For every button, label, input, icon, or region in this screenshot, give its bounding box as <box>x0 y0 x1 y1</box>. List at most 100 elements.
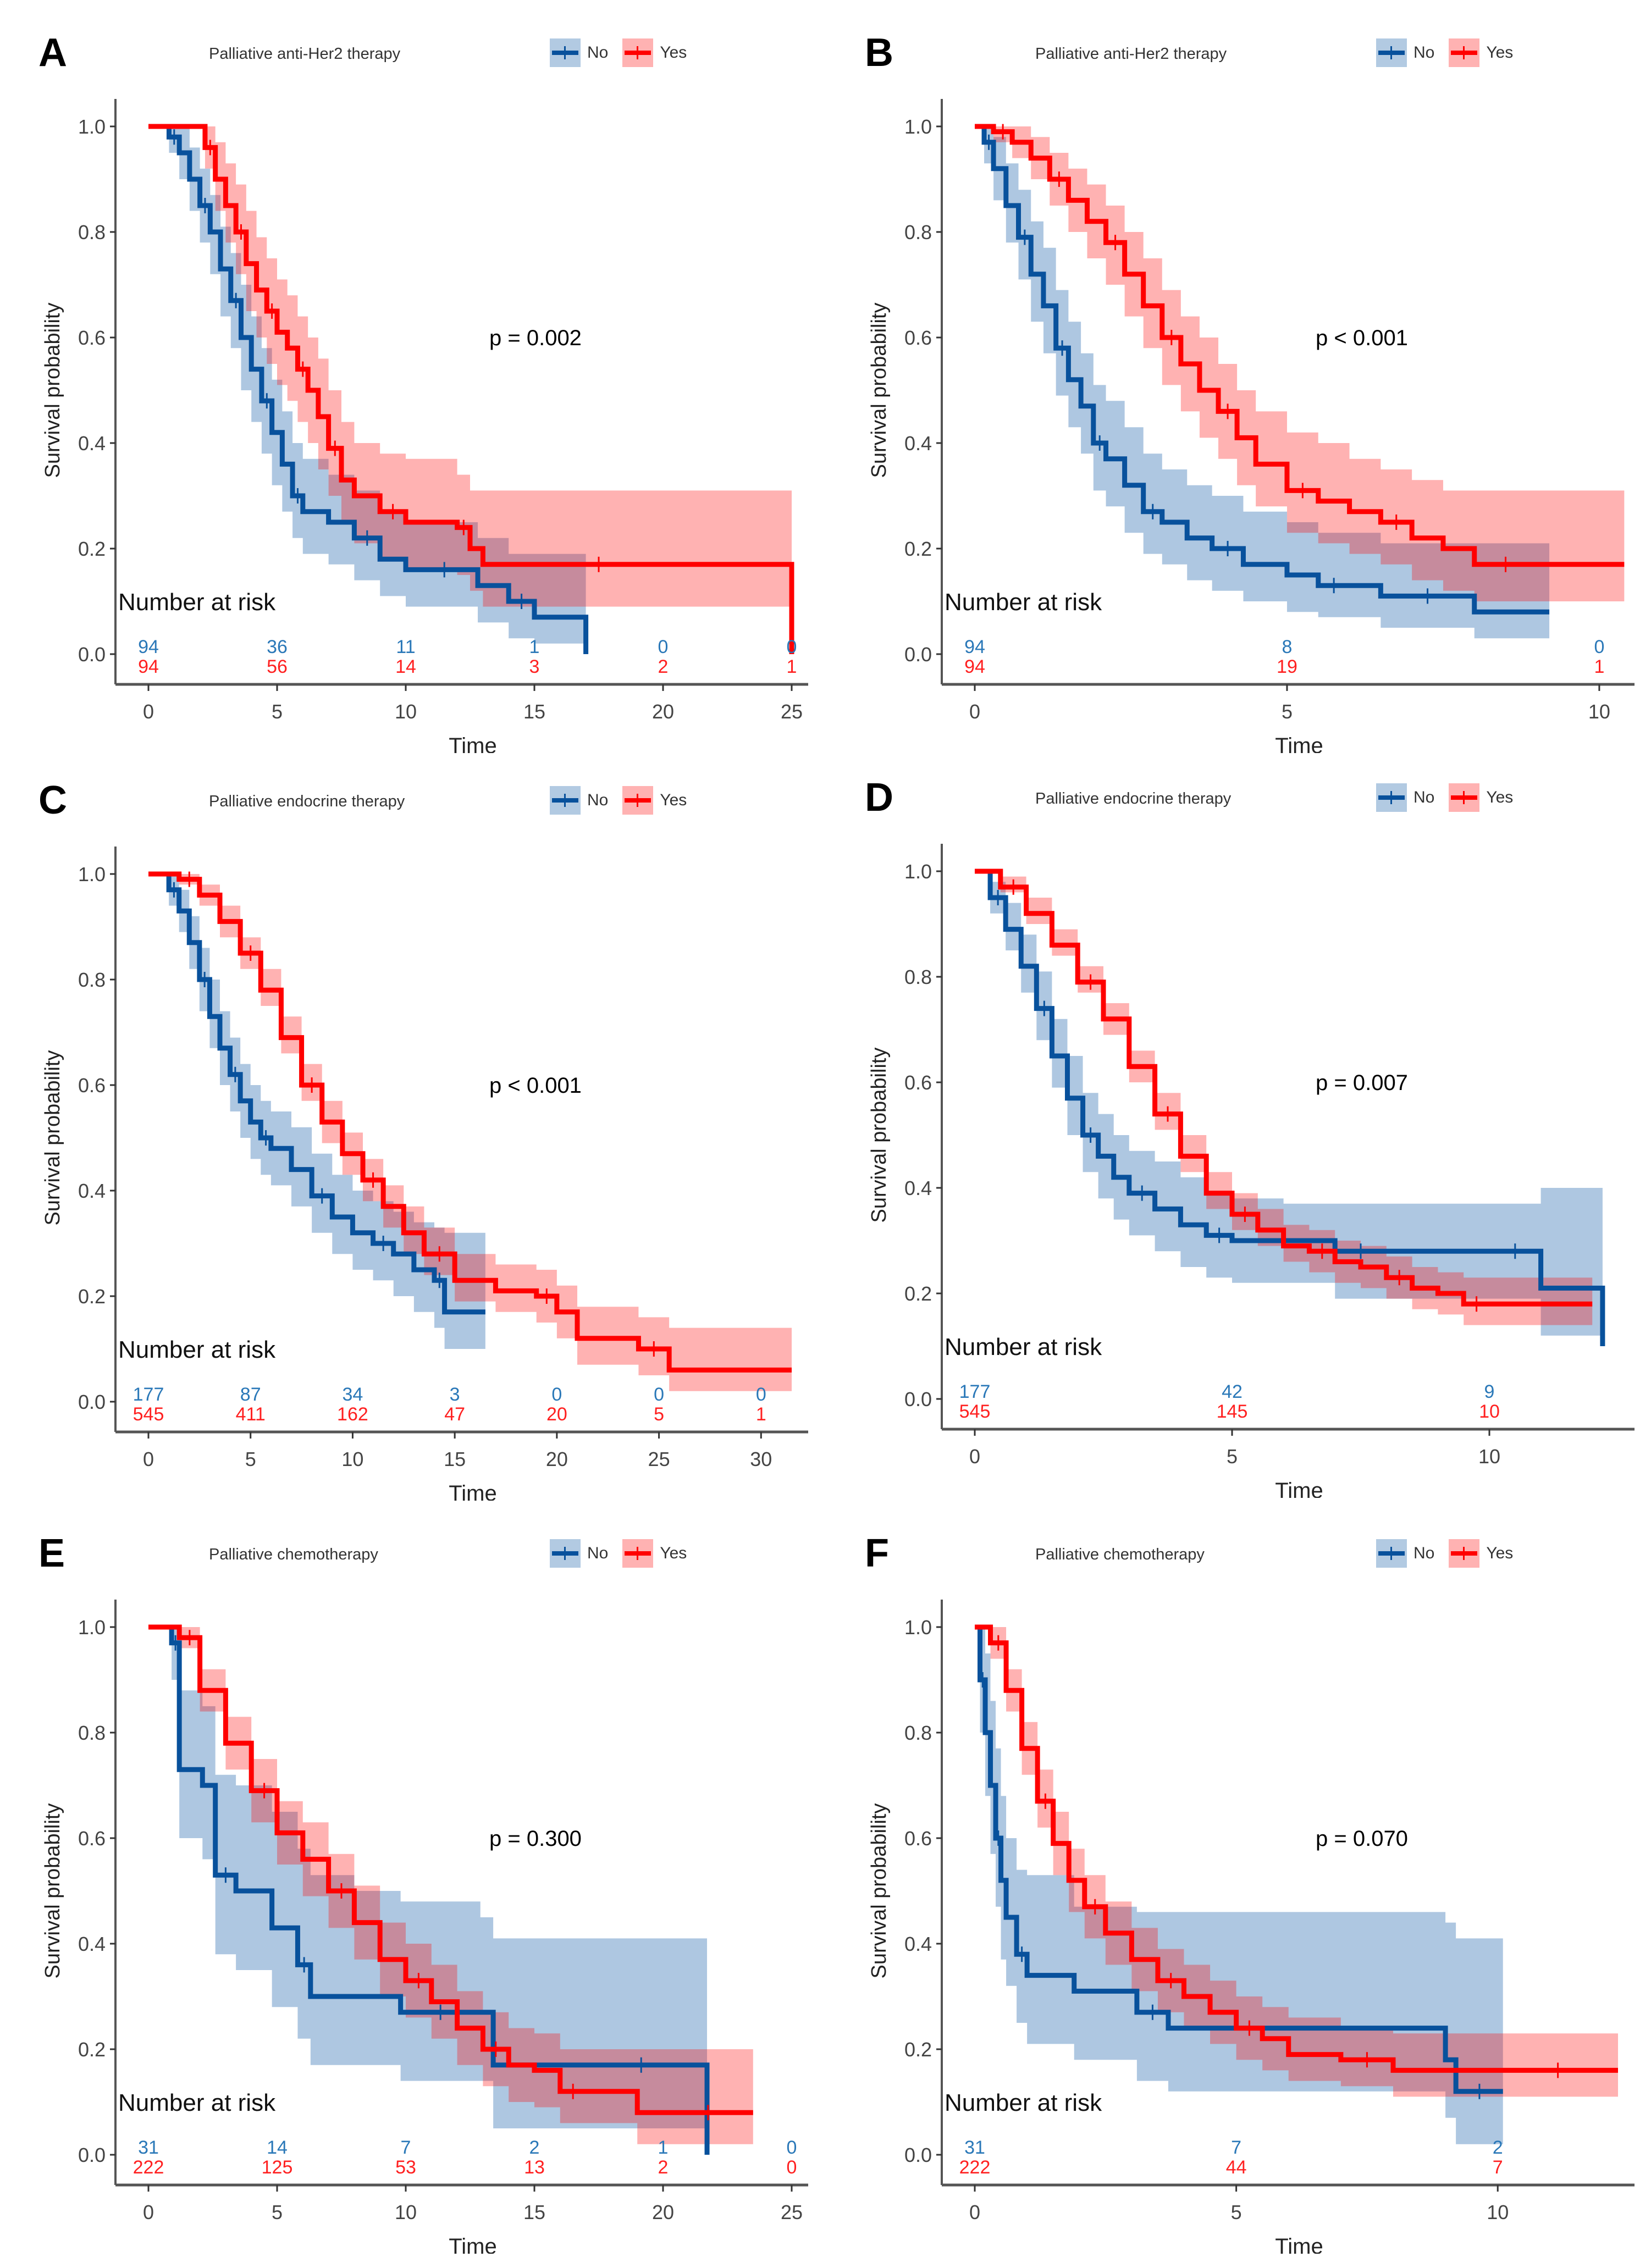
y-tick-label: 1.0 <box>904 1616 932 1639</box>
p-value: p < 0.001 <box>1316 326 1408 350</box>
y-tick-label: 0.6 <box>78 1074 106 1097</box>
risk-count-no: 31 <box>138 2137 159 2158</box>
x-tick-label: 5 <box>1231 2201 1242 2223</box>
x-tick-label: 25 <box>781 2201 803 2223</box>
risk-count-yes: 10 <box>1479 1401 1500 1422</box>
risk-count-yes: 47 <box>444 1404 465 1425</box>
y-tick-label: 0.4 <box>78 432 106 455</box>
legend-title: Palliative anti-Her2 therapy <box>1035 45 1227 63</box>
risk-count-no: 0 <box>551 1384 562 1405</box>
x-axis-label: Time <box>449 734 496 753</box>
risk-table-title: Number at risk <box>945 1334 1102 1360</box>
y-tick-label: 0.0 <box>904 2144 932 2166</box>
risk-count-no: 0 <box>1594 637 1604 657</box>
km-curve-yes <box>975 124 1625 567</box>
risk-count-no: 8 <box>1282 637 1293 657</box>
risk-count-no: 0 <box>756 1384 766 1405</box>
legend-title: Palliative chemotherapy <box>209 1546 378 1563</box>
risk-count-no: 42 <box>1222 1381 1243 1402</box>
legend-key-yes-icon <box>1449 38 1480 67</box>
y-axis-label: Survival probability <box>41 303 64 478</box>
x-tick-label: 0 <box>143 1448 154 1470</box>
panel-letter: B <box>865 31 893 75</box>
y-tick-label: 0.6 <box>78 327 106 349</box>
risk-count-yes: 0 <box>787 2157 797 2178</box>
x-tick-label: 20 <box>546 1448 568 1470</box>
x-tick-label: 10 <box>1487 2201 1509 2223</box>
risk-table-title: Number at risk <box>118 1336 276 1363</box>
y-tick-label: 0.6 <box>904 327 932 349</box>
legend-title: Palliative endocrine therapy <box>1035 790 1232 807</box>
legend-key-yes-icon <box>1449 783 1480 812</box>
risk-table-title: Number at risk <box>118 589 276 616</box>
risk-count-yes: 20 <box>546 1404 567 1425</box>
y-tick-label: 0.8 <box>78 969 106 991</box>
y-tick-label: 0.2 <box>904 2038 932 2061</box>
y-tick-label: 1.0 <box>904 115 932 138</box>
legend-label-no: No <box>1413 788 1435 806</box>
risk-count-yes: 2 <box>658 656 669 677</box>
risk-table-title: Number at risk <box>118 2089 276 2116</box>
panel-letter: D <box>865 776 893 820</box>
x-tick-label: 5 <box>245 1448 256 1470</box>
panel-letter: F <box>865 1531 889 1575</box>
legend-key-no-icon <box>550 786 581 815</box>
risk-count-yes: 222 <box>959 2157 991 2178</box>
y-tick-label: 0.2 <box>78 1285 106 1308</box>
risk-count-yes: 545 <box>133 1404 164 1425</box>
km-panel-c: C Palliative endocrine therapy No Yes 0.0 0.2… <box>0 748 825 1501</box>
risk-count-yes: 94 <box>138 656 159 677</box>
x-axis-label: Time <box>1275 2234 1323 2254</box>
km-panel-d: D Palliative endocrine therapy No Yes 0.0 0.2… <box>826 745 1651 1498</box>
risk-count-no: 7 <box>401 2137 411 2158</box>
risk-count-no: 34 <box>343 1384 363 1405</box>
legend-label-yes: Yes <box>1486 1544 1514 1562</box>
risk-count-no: 7 <box>1231 2137 1241 2158</box>
risk-count-no: 1 <box>529 637 540 657</box>
y-tick-label: 0.4 <box>78 1180 106 1202</box>
legend-label-yes: Yes <box>1486 43 1514 62</box>
legend-key-no-icon <box>550 38 581 67</box>
risk-count-yes: 5 <box>654 1404 664 1425</box>
risk-count-yes: 2 <box>658 2157 669 2178</box>
legend-label-yes: Yes <box>660 1544 687 1562</box>
risk-count-yes: 545 <box>959 1401 991 1422</box>
ci-band-yes <box>148 126 792 607</box>
risk-count-no: 36 <box>267 637 288 657</box>
km-curve-no <box>975 124 1550 615</box>
risk-table-title: Number at risk <box>945 589 1102 616</box>
panel-letter: A <box>38 31 67 75</box>
risk-count-yes: 53 <box>395 2157 416 2178</box>
y-tick-label: 0.0 <box>78 2144 106 2166</box>
risk-count-no: 1 <box>658 2137 669 2158</box>
ci-band-no <box>975 871 1603 1389</box>
risk-count-yes: 19 <box>1277 656 1297 677</box>
x-tick-label: 0 <box>969 1445 980 1468</box>
legend-label-no: No <box>587 43 609 62</box>
risk-count-yes: 94 <box>964 656 985 677</box>
legend: No Yes <box>1376 783 1521 812</box>
y-tick-label: 0.2 <box>904 1282 932 1305</box>
legend-key-no-icon <box>1376 783 1407 812</box>
legend-label-no: No <box>1413 43 1435 62</box>
risk-count-yes: 145 <box>1217 1401 1248 1422</box>
risk-count-yes: 125 <box>262 2157 293 2178</box>
y-tick-label: 0.4 <box>904 432 932 455</box>
risk-count-yes: 7 <box>1493 2157 1503 2178</box>
legend-label-no: No <box>587 791 609 809</box>
x-tick-label: 5 <box>272 2201 283 2223</box>
legend-title: Palliative chemotherapy <box>1035 1546 1205 1563</box>
risk-count-no: 87 <box>240 1384 261 1405</box>
panel-letter: C <box>38 778 67 822</box>
risk-count-no: 31 <box>964 2137 985 2158</box>
panel-letter: E <box>38 1531 65 1575</box>
x-tick-label: 30 <box>750 1448 772 1470</box>
y-tick-label: 0.8 <box>904 1722 932 1744</box>
y-tick-label: 0.6 <box>78 1827 106 1850</box>
ci-band-yes <box>148 1627 753 2144</box>
risk-count-no: 0 <box>654 1384 664 1405</box>
legend-label-yes: Yes <box>660 43 687 62</box>
